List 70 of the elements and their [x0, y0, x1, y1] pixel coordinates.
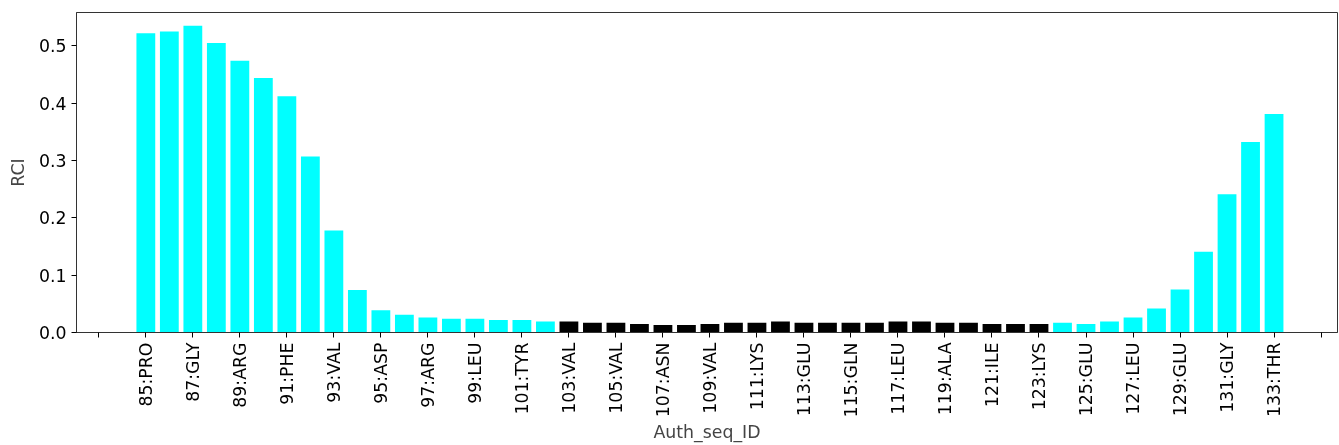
- bar: [206, 42, 226, 333]
- bar: [583, 322, 602, 333]
- bar: [300, 156, 320, 333]
- y-tick-label: 0.1: [38, 265, 67, 286]
- bar: [136, 33, 156, 333]
- x-tick-label: 123:LYS: [1029, 342, 1049, 411]
- bar: [771, 321, 790, 333]
- bar: [1241, 142, 1260, 333]
- x-tick-label: 113:GLU: [793, 342, 814, 417]
- bar: [1123, 317, 1143, 333]
- x-tick-label: 107:ASN: [652, 342, 673, 418]
- bar: [865, 322, 884, 333]
- bar: [441, 318, 461, 333]
- bar: [959, 322, 978, 333]
- x-tick-label: 103:VAL: [558, 342, 579, 414]
- x-tick-label: 127:LEU: [1123, 342, 1144, 415]
- x-tick-label: 117:LEU: [887, 342, 908, 415]
- y-tick-label: 0.4: [38, 93, 67, 114]
- bar: [1053, 322, 1072, 333]
- x-tick-label: 111:LYS: [746, 342, 767, 411]
- bar: [394, 314, 414, 333]
- x-tick-label: 99:LEU: [464, 342, 485, 404]
- bar: [1100, 321, 1119, 333]
- x-tick-label: 105:VAL: [605, 342, 626, 414]
- y-tick-label: 0.3: [38, 150, 67, 171]
- bar: [630, 323, 649, 333]
- x-tick-label: 93:VAL: [323, 342, 344, 403]
- bar: [371, 310, 391, 333]
- x-tick-label: 119:ALA: [934, 342, 955, 416]
- bar: [912, 321, 931, 333]
- bar: [324, 230, 344, 333]
- x-tick-label: 109:VAL: [699, 342, 720, 414]
- bar: [183, 25, 203, 333]
- x-tick-label: 97:ARG: [417, 342, 438, 408]
- bar: [1006, 323, 1025, 333]
- bar: [277, 96, 297, 333]
- bar: [724, 322, 743, 333]
- x-tick-label: 129:GLU: [1170, 342, 1191, 417]
- y-axis-title: RCI: [7, 158, 28, 187]
- y-tick-label: 0.5: [38, 36, 67, 57]
- x-tick-label: 85:PRO: [135, 342, 156, 407]
- bar: [253, 77, 273, 333]
- bar: [536, 321, 555, 333]
- x-axis-title: Auth_seq_ID: [653, 422, 761, 444]
- y-tick-label: 0.2: [38, 208, 67, 229]
- bar: [1170, 289, 1190, 333]
- bar: [159, 31, 179, 333]
- bar: [677, 325, 696, 333]
- x-tick-label: 115:GLN: [840, 342, 861, 418]
- bar: [1147, 308, 1166, 333]
- bar: [347, 290, 367, 333]
- x-tick-label: 89:ARG: [229, 342, 250, 408]
- bar: [512, 319, 532, 333]
- x-tick-label: 133:THR: [1264, 342, 1285, 418]
- bar: [1194, 251, 1213, 333]
- bar: [1264, 114, 1284, 333]
- x-tick-label: 121:ILE: [981, 342, 1002, 408]
- x-tick-label: 91:PHE: [276, 342, 297, 405]
- y-tick-label: 0.0: [38, 323, 67, 343]
- x-tick-label: 87:GLY: [182, 342, 203, 402]
- bar: [818, 322, 837, 333]
- x-tick-label: 125:GLU: [1076, 342, 1097, 417]
- bar: [1217, 194, 1237, 333]
- x-tick-label: 101:TYR: [511, 342, 532, 415]
- bar: [230, 60, 250, 333]
- bar: [489, 319, 508, 333]
- bar: [418, 317, 438, 333]
- bar: [465, 318, 485, 333]
- x-tick-label: 131:GLY: [1217, 342, 1238, 413]
- x-tick-label: 95:ASP: [370, 342, 391, 404]
